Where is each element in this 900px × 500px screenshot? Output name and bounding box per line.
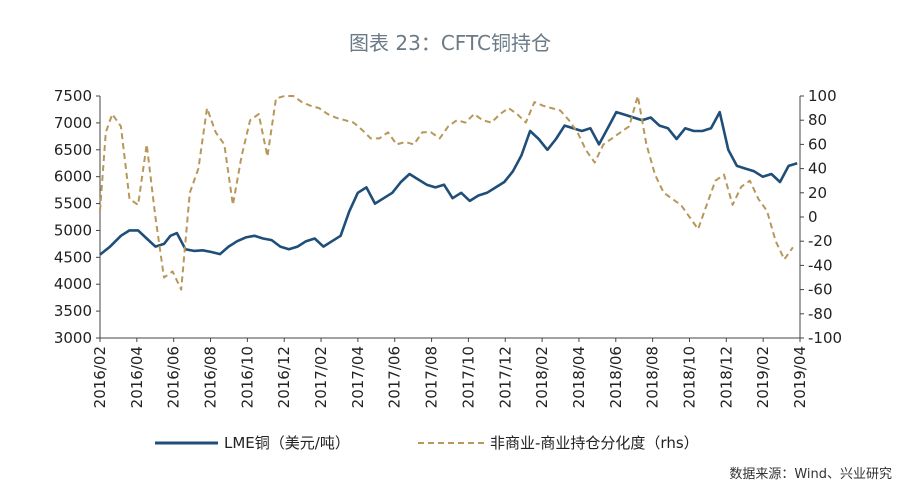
x-tick-label: 2017/06: [386, 346, 404, 408]
y-right-tick-label: 20: [808, 184, 827, 202]
x-tick-label: 2016/08: [202, 346, 220, 408]
legend-label-lme: LME铜（美元/吨）: [224, 434, 350, 452]
y-right-tick-label: 0: [808, 208, 818, 226]
x-tick-label: 2016/12: [275, 346, 293, 408]
plot-area: 3000 3500 4000 4500 5000 5500 6000 6500 7000 7500…: [54, 87, 842, 408]
y-left-tick-label: 7000: [54, 114, 92, 132]
y-left-tick-label: 3000: [54, 329, 92, 347]
x-tick-label: 2016/04: [128, 346, 146, 408]
y-right-tick-label: -100: [808, 329, 842, 347]
x-tick-label: 2017/10: [459, 346, 477, 408]
x-tick-label: 2018/10: [680, 346, 698, 408]
y-right-tick-label: -80: [808, 305, 833, 323]
x-tick-label: 2018/02: [533, 346, 551, 408]
x-tick-label: 2017/04: [349, 346, 367, 408]
x-tick-label: 2017/08: [423, 346, 441, 408]
x-tick-label: 2019/04: [791, 346, 809, 408]
series-line-divergence: [99, 95, 794, 291]
y-left-tick-label: 6000: [54, 168, 92, 186]
x-tick-label: 2017/12: [496, 346, 514, 408]
y-left-tick-label: 7500: [54, 87, 92, 105]
y-left-tick-label: 5500: [54, 195, 92, 213]
y-right-tick-label: -60: [808, 281, 833, 299]
source-note: 数据来源：Wind、兴业研究: [729, 467, 892, 482]
y-right-tick-label: 40: [808, 160, 827, 178]
x-tick-label: 2019/02: [754, 346, 772, 408]
x-tick-label: 2018/08: [644, 346, 662, 408]
y-left-tick-label: 5000: [54, 221, 92, 239]
y-left-tick-label: 3500: [54, 302, 92, 320]
y-right-tick-label: 80: [808, 111, 827, 129]
x-tick-label: 2016/06: [165, 346, 183, 408]
y-right-tick-label: -40: [808, 256, 833, 274]
chart-title: 图表 23：CFTC铜持仓: [349, 31, 551, 55]
x-tick-label: 2018/04: [570, 346, 588, 408]
y-left-tick-label: 4000: [54, 275, 92, 293]
legend-label-divergence: 非商业-商业持仓分化度（rhs）: [490, 434, 699, 452]
y-left-tick-label: 6500: [54, 141, 92, 159]
y-right-tick-label: -20: [808, 232, 833, 250]
y-right-tick-label: 60: [808, 135, 827, 153]
series-line-lme: [99, 110, 798, 256]
y-right-tick-label: 100: [808, 87, 837, 105]
y-left-tick-label: 4500: [54, 248, 92, 266]
x-tick-label: 2018/06: [607, 346, 625, 408]
x-tick-label: 2016/02: [91, 346, 109, 408]
x-tick-label: 2016/10: [238, 346, 256, 408]
legend: LME铜（美元/吨） 非商业-商业持仓分化度（rhs）: [155, 434, 699, 452]
x-tick-label: 2018/12: [717, 346, 735, 408]
x-tick-label: 2017/02: [312, 346, 330, 408]
